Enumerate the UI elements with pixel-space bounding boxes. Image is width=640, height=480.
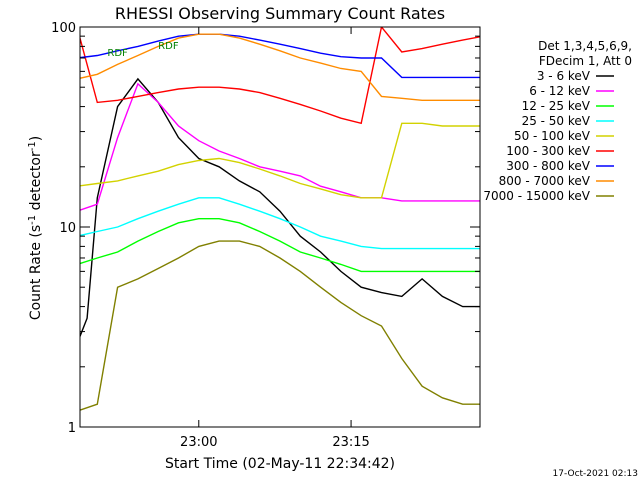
legend-header-line: FDecim 1, Att 0 [539,54,632,68]
y-tick-label: 100 [51,21,76,36]
y-axis-label: Count Rate (s-1 detector-1) [27,136,44,320]
legend-label: 7000 - 15000 keV [483,189,590,203]
legend-label: 50 - 100 keV [514,129,591,143]
chart-title: RHESSI Observing Summary Count Rates [115,4,445,23]
series-line-1 [80,77,480,339]
series-line-9 [80,240,480,411]
legend-label: 3 - 6 keV [537,69,591,83]
legend-label: 100 - 300 keV [506,144,590,158]
footer-date: 17-Oct-2021 02:13 [553,469,638,479]
legend-header-line: Det 1,3,4,5,6,9, [538,39,632,53]
legend-label: 25 - 50 keV [522,114,591,128]
x-tick-label: 23:00 [180,435,217,450]
y-tick-label: 1 [68,421,76,436]
y-tick-label: 10 [59,221,76,236]
legend-label: 300 - 800 keV [506,159,590,173]
annotation-rdf-1: RDF [107,48,128,59]
x-tick-label: 23:15 [332,435,369,450]
series-line-2 [80,82,480,211]
series-line-8 [80,33,480,101]
x-axis-label: Start Time (02-May-11 22:34:42) [165,456,395,472]
series-line-5 [80,122,480,199]
axes: 23:00 23:15 1 10 100 [51,21,480,450]
series-line-3 [80,218,480,273]
legend-label: 6 - 12 keV [529,84,591,98]
legend-label: 12 - 25 keV [522,99,591,113]
series-line-4 [80,197,480,250]
plot-frame [79,26,481,428]
legend: Det 1,3,4,5,6,9,FDecim 1, Att 03 - 6 keV… [483,39,632,203]
series-line-6 [80,27,480,125]
annotation-rdf-2: RDF [158,41,179,52]
legend-label: 800 - 7000 keV [499,174,591,188]
plot-area: RDF RDF [80,27,480,411]
